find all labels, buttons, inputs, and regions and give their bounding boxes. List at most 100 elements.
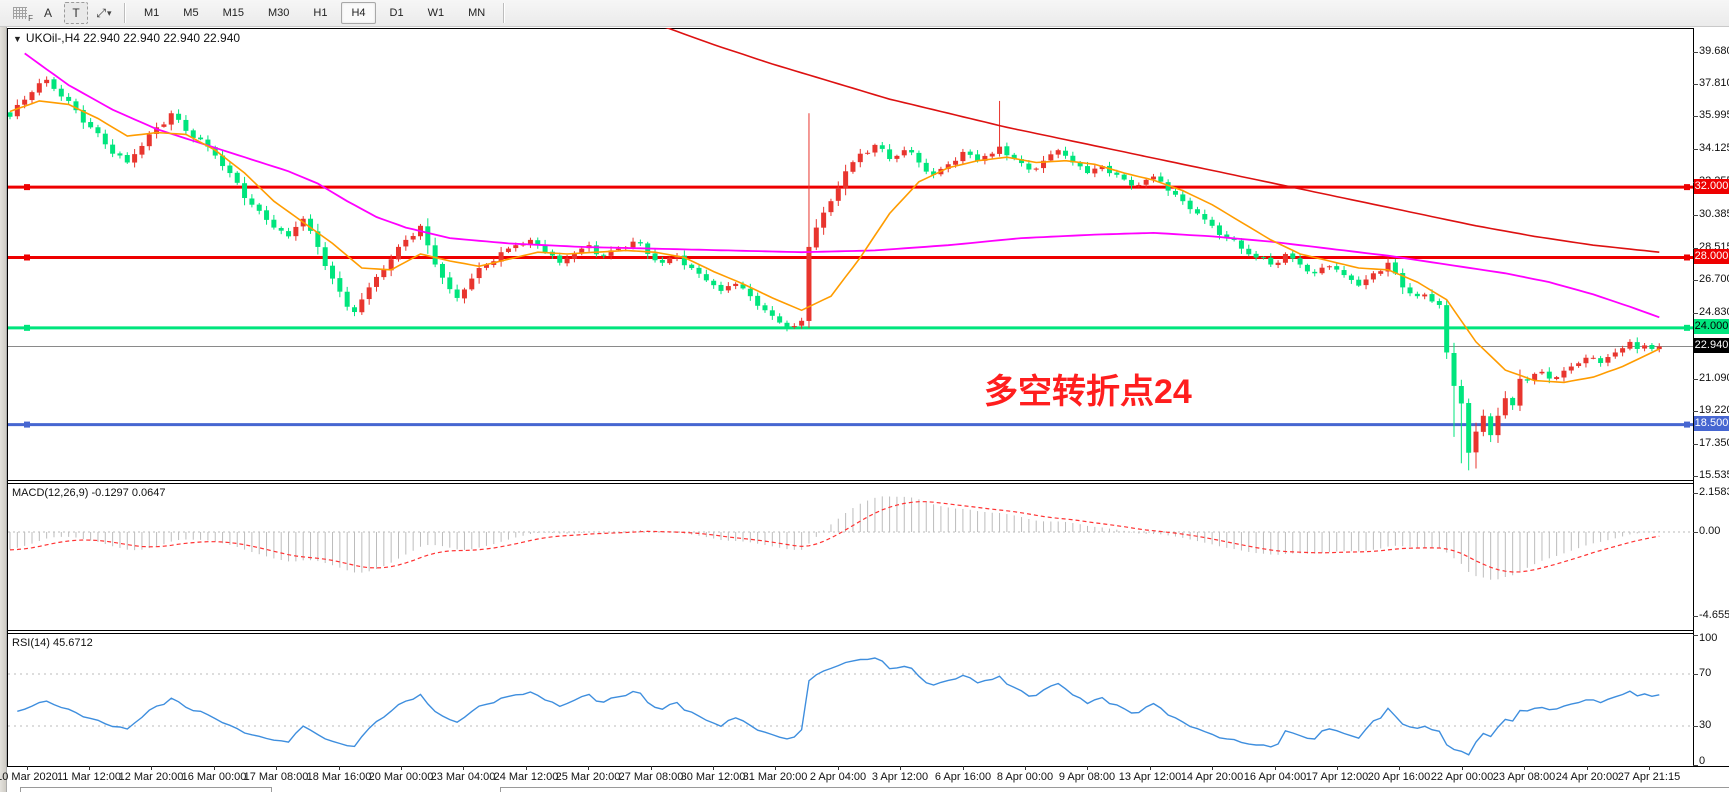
time-axis-label: 9 Apr 08:00 [1058, 771, 1116, 783]
hline-24000-left-marker[interactable] [24, 324, 30, 331]
candle-body [1143, 179, 1149, 185]
candle-body [1004, 146, 1010, 156]
price-badge-32.000: 32.000 [1694, 179, 1729, 194]
candle-body [249, 198, 255, 205]
rsi-panel-canvas[interactable] [8, 633, 1693, 766]
candle-body [234, 172, 240, 183]
candle-body [527, 239, 533, 245]
hline-18500-right-marker[interactable] [1684, 421, 1690, 428]
candle-body [58, 88, 64, 97]
candle-body [1598, 358, 1604, 364]
timeframe-button-w1[interactable]: W1 [427, 7, 445, 19]
candle-body [960, 151, 966, 162]
candle-body [227, 165, 233, 174]
hline-28000-right-marker[interactable] [1684, 254, 1690, 261]
candle-body [1378, 271, 1384, 274]
time-axis-label: 22 Apr 00:00 [1430, 771, 1494, 783]
candle-body [110, 144, 116, 154]
candle-body [564, 258, 570, 264]
candle-body [872, 144, 878, 153]
rsi-tick [1693, 674, 1698, 675]
period-separators-button[interactable]: F [8, 2, 33, 24]
timeframe-button-h1[interactable]: H1 [313, 7, 328, 19]
candle-body [740, 284, 746, 289]
hline-18500-left-marker[interactable] [24, 421, 30, 428]
candle-body [1092, 168, 1098, 174]
macd-tick [1693, 493, 1698, 494]
time-axis-label: 20 Mar 00:00 [368, 771, 434, 783]
main-macd-separator [7, 480, 1729, 481]
timeframe-button-m5[interactable]: M5 [183, 7, 199, 19]
candle-body [1480, 415, 1486, 432]
candle-body [44, 79, 50, 84]
timeframe-button-mn[interactable]: MN [468, 7, 486, 19]
candle-body [1605, 357, 1611, 363]
candle-body [916, 152, 922, 163]
candle-body [806, 246, 812, 321]
time-axis-label: 31 Mar 20:00 [742, 771, 808, 783]
candle-body [1290, 253, 1296, 259]
price-tick [1693, 379, 1698, 380]
price-axis[interactable] [1694, 28, 1729, 766]
cursor-tool-button[interactable]: ⤢ ▾ [92, 2, 116, 24]
candle-body [1414, 293, 1420, 297]
candle-body [88, 122, 94, 128]
candle-body [1209, 219, 1215, 226]
candle-body [308, 218, 314, 231]
time-axis-label: 18 Mar 16:00 [306, 771, 372, 783]
hline-32000-right-marker[interactable] [1684, 184, 1690, 191]
time-axis-tick [1337, 766, 1338, 770]
hline-32000-left-marker[interactable] [24, 184, 30, 191]
candle-body [1180, 194, 1186, 202]
hline-24000-right-marker[interactable] [1684, 324, 1690, 331]
candle-body [681, 255, 687, 266]
chart-dropdown-icon[interactable]: ▼ [13, 34, 22, 44]
candle-body [725, 286, 731, 291]
candle-body [366, 287, 372, 300]
macd-panel-canvas[interactable] [8, 484, 1693, 630]
time-axis-tick [1524, 766, 1525, 770]
text-tool-button[interactable]: T [64, 2, 88, 24]
candle-body [1238, 240, 1244, 249]
rsi-tick [1693, 765, 1698, 766]
timeframe-button-m1[interactable]: M1 [144, 7, 160, 19]
candle-body [542, 244, 548, 253]
rsi-bottom-border [7, 766, 1729, 767]
candle-body [1268, 257, 1274, 265]
timeframe-button-m15[interactable]: M15 [222, 7, 244, 19]
text-label-button[interactable]: A [36, 2, 60, 24]
hline-28000-left-marker[interactable] [24, 254, 30, 261]
candle-body [799, 320, 805, 326]
candle-body [374, 276, 379, 287]
candle-body [1202, 214, 1208, 220]
candle-body [1436, 301, 1442, 305]
time-axis-tick [963, 766, 964, 770]
candle-body [95, 127, 101, 134]
candle-body [689, 264, 695, 269]
price-tick-label: 17.350 [1699, 437, 1729, 449]
price-tick [1693, 84, 1698, 85]
candle-body [923, 162, 929, 172]
candle-body [1348, 275, 1354, 280]
candle-body [439, 264, 445, 278]
candle-body [1246, 248, 1252, 255]
timeframe-button-h4[interactable]: H4 [341, 2, 376, 24]
timeframe-button-d1[interactable]: D1 [389, 7, 404, 19]
main-chart-canvas[interactable] [8, 28, 1693, 480]
price-tick-label: 34.125 [1699, 142, 1729, 154]
candle-body [1539, 371, 1545, 374]
rsi-tick-label: 30 [1699, 719, 1712, 731]
timeframe-button-m30[interactable]: M30 [267, 7, 290, 19]
candle-body [696, 267, 702, 274]
candle-body [198, 137, 204, 140]
chart-tab[interactable] [500, 787, 1729, 792]
price-tick-label: 30.385 [1699, 208, 1729, 220]
chart-text-annotation[interactable]: 多空转折点24 [984, 373, 1192, 411]
candle-body [447, 277, 453, 290]
price-tick [1693, 248, 1698, 249]
diagonal-arrows-icon: ⤢ [96, 5, 107, 20]
chart-tab[interactable] [20, 787, 272, 792]
candle-body [1282, 253, 1288, 263]
time-axis-label: 3 Apr 12:00 [871, 771, 929, 783]
window-left-gutter [0, 27, 7, 792]
